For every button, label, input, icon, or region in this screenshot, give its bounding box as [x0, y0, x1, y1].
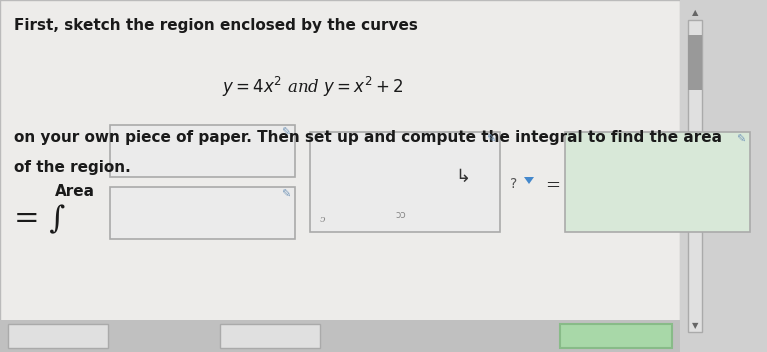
Bar: [680, 0, 767, 352]
Text: ↄ: ↄ: [320, 215, 325, 224]
Bar: [310, 132, 500, 232]
Bar: [110, 125, 295, 177]
Text: Area: Area: [55, 184, 95, 199]
Bar: [688, 20, 702, 332]
Text: on your own piece of paper. Then set up and compute the integral to find the are: on your own piece of paper. Then set up …: [14, 130, 722, 145]
Text: ✎: ✎: [486, 135, 495, 145]
Text: ✎: ✎: [281, 190, 290, 200]
Text: ▼: ▼: [692, 321, 698, 330]
Text: ↄↄ: ↄↄ: [395, 210, 406, 220]
Bar: [8, 324, 108, 348]
Text: First, sketch the region enclosed by the curves: First, sketch the region enclosed by the…: [14, 18, 418, 33]
Text: ↳: ↳: [455, 168, 470, 186]
Text: ✎: ✎: [736, 135, 745, 145]
Bar: [560, 324, 672, 348]
Bar: [565, 132, 750, 232]
Text: =: =: [545, 177, 560, 195]
Bar: [0, 0, 680, 352]
Bar: [0, 320, 680, 352]
Polygon shape: [524, 177, 534, 184]
Text: $y = 4x^2$ and $y = x^2 + 2$: $y = 4x^2$ and $y = x^2 + 2$: [222, 75, 403, 99]
Bar: [110, 187, 295, 239]
Text: = ∫: = ∫: [14, 204, 65, 235]
Text: ?: ?: [510, 177, 517, 191]
Text: ✎: ✎: [281, 128, 290, 138]
Text: of the region.: of the region.: [14, 160, 130, 175]
Bar: [688, 35, 702, 90]
Bar: [220, 324, 320, 348]
Text: ▲: ▲: [692, 8, 698, 17]
